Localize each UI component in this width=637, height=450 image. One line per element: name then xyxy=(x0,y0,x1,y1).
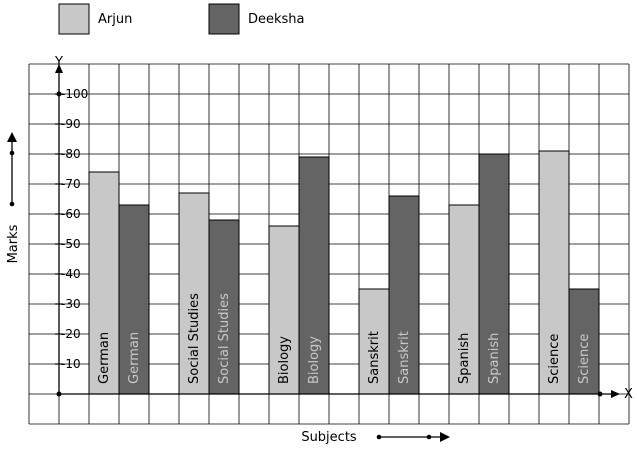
bar-label: German xyxy=(127,332,142,384)
legend-label-deeksha: Deeksha xyxy=(248,12,305,27)
x-axis-end-dot xyxy=(597,391,603,397)
legend: Arjun Deeksha xyxy=(58,3,305,35)
bar-label: Spanish xyxy=(457,333,472,384)
legend-swatch-deeksha xyxy=(208,3,240,35)
bar-label: Social Studies xyxy=(187,293,202,384)
bar-deeksha-biology xyxy=(298,156,330,395)
y-tick-label: -50 xyxy=(61,237,81,251)
bars: German German Social Studies Social Studies… xyxy=(88,150,600,395)
legend-label-arjun: Arjun xyxy=(98,12,132,27)
y-tick-label: -60 xyxy=(61,207,81,221)
legend-swatch-arjun xyxy=(58,3,90,35)
y-title-dot-top xyxy=(9,150,15,156)
bar-label: Sanskrit xyxy=(367,331,382,384)
bar-label: Biology xyxy=(307,336,322,384)
y-tick-label: -90 xyxy=(61,117,81,131)
y-tick-label: -20 xyxy=(61,327,81,341)
bar-deeksha-science xyxy=(568,288,600,395)
bar-label: Science xyxy=(547,334,562,384)
bar-deeksha-spanish xyxy=(478,153,510,395)
bar-label: German xyxy=(97,332,112,384)
y-title-arrow-head xyxy=(7,132,17,142)
y-tick-label: -30 xyxy=(61,297,81,311)
bar-label: Biology xyxy=(277,336,292,384)
y-axis-title-group: Marks xyxy=(6,132,21,263)
bar-deeksha-sanskrit xyxy=(388,195,420,395)
bar-deeksha-german xyxy=(118,204,150,395)
y-tick-label: -40 xyxy=(61,267,81,281)
bar-label: Science xyxy=(577,334,592,384)
y-axis-letter: Y xyxy=(54,55,63,70)
y-axis-arrow xyxy=(55,64,63,73)
bar-label: Sanskrit xyxy=(397,331,412,384)
y-tick-label: -100 xyxy=(61,87,88,101)
bar-deeksha-social-studies xyxy=(208,219,240,395)
x-axis-arrow xyxy=(611,390,620,398)
bar-arjun-spanish xyxy=(448,204,480,395)
x-axis-letter: X xyxy=(624,387,633,402)
y-axis-title: Marks xyxy=(6,224,21,263)
bar-arjun-science xyxy=(538,150,570,395)
bar-arjun-biology xyxy=(268,225,300,395)
y-tick-label: -70 xyxy=(61,177,81,191)
x-title-arrow-head xyxy=(440,432,450,442)
x-axis-title: Subjects xyxy=(301,430,357,445)
x-title-dot-right xyxy=(426,434,432,440)
y-tick-labels: -10 -20 -30 -40 -50 -60 -70 -80 -90 -100 xyxy=(55,87,88,371)
x-title-dot-left xyxy=(376,434,382,440)
bar-arjun-german xyxy=(88,171,120,395)
y-tick-label: -80 xyxy=(61,147,81,161)
y-tick-label: -10 xyxy=(61,357,81,371)
x-axis-title-group: Subjects xyxy=(301,430,450,445)
bar-label: Spanish xyxy=(487,333,502,384)
bar-label: Social Studies xyxy=(217,293,232,384)
y-title-dot-bottom xyxy=(9,201,15,207)
